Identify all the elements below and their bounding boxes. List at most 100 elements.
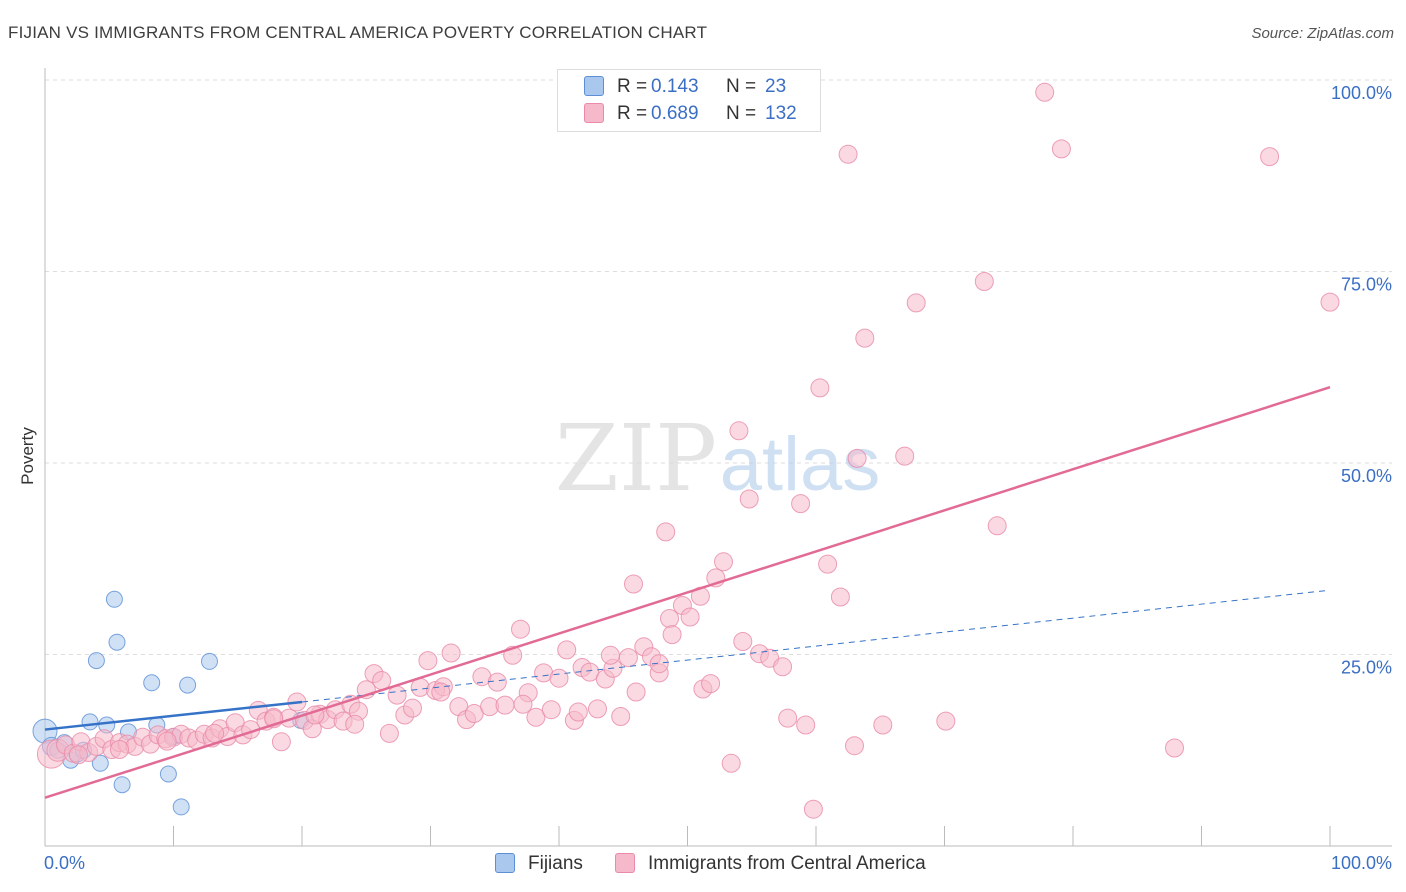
fijian-trend-extension bbox=[301, 589, 1331, 703]
r-value: 0.143 bbox=[651, 76, 699, 97]
central-point-84 bbox=[656, 522, 676, 542]
central-point-80 bbox=[431, 682, 451, 702]
central-point-75 bbox=[618, 648, 638, 668]
central-america-swatch bbox=[584, 103, 604, 123]
y-tick-label-75: 75.0% bbox=[1341, 275, 1392, 295]
central-point-110 bbox=[838, 144, 858, 164]
watermark: ZIP atlas bbox=[555, 405, 880, 512]
central-point-125 bbox=[68, 745, 88, 765]
n-label: N = bbox=[726, 103, 757, 124]
trend-lines bbox=[44, 385, 1331, 799]
r-value: 0.689 bbox=[651, 103, 699, 124]
fijian-trend-line bbox=[44, 700, 303, 731]
central-point-76 bbox=[626, 682, 646, 702]
x-tick-label-0: 0.0% bbox=[44, 853, 85, 873]
legend-row-fijian: R = 0.143 N = 23 bbox=[558, 73, 820, 100]
legend-label: Immigrants from Central America bbox=[648, 853, 926, 874]
central-point-106 bbox=[803, 799, 823, 819]
central-point-44 bbox=[379, 723, 399, 743]
central-point-96 bbox=[721, 753, 741, 773]
fijian-point-12 bbox=[108, 633, 126, 651]
y-tick-label-100: 100.0% bbox=[1331, 83, 1392, 103]
central-point-43 bbox=[372, 671, 392, 690]
central-point-90 bbox=[680, 607, 700, 627]
fijian-point-11 bbox=[105, 590, 123, 608]
central-america-swatch bbox=[615, 853, 635, 873]
n-value: 23 bbox=[765, 76, 787, 97]
central-point-109 bbox=[830, 587, 850, 607]
central-point-99 bbox=[739, 489, 759, 509]
central-point-102 bbox=[773, 657, 793, 677]
central-point-83 bbox=[600, 645, 620, 665]
central-point-85 bbox=[624, 574, 643, 594]
fijian-swatch bbox=[584, 76, 604, 96]
central-point-81 bbox=[513, 694, 533, 714]
central-point-105 bbox=[796, 715, 816, 735]
central-point-95 bbox=[714, 552, 733, 572]
central-point-113 bbox=[855, 328, 875, 348]
legend-label: Fijians bbox=[528, 853, 583, 874]
central-point-123 bbox=[1260, 147, 1280, 167]
central-point-61 bbox=[511, 619, 530, 639]
central-point-108 bbox=[818, 554, 838, 574]
n-value: 132 bbox=[765, 103, 797, 124]
central-point-63 bbox=[526, 707, 546, 727]
fijian-point-9 bbox=[91, 754, 109, 772]
central-point-47 bbox=[403, 698, 422, 718]
central-point-107 bbox=[810, 378, 830, 398]
central-point-128 bbox=[205, 723, 225, 743]
central-point-71 bbox=[588, 699, 607, 719]
central-point-126 bbox=[110, 740, 129, 759]
central-point-97 bbox=[729, 421, 749, 441]
central-point-74 bbox=[611, 707, 631, 726]
central-point-117 bbox=[936, 711, 956, 731]
fijian-point-20 bbox=[179, 676, 197, 694]
central-point-131 bbox=[345, 714, 365, 734]
fijian-point-7 bbox=[81, 713, 99, 731]
central-point-93 bbox=[701, 674, 721, 694]
x-tick-label-100: 100.0% bbox=[1331, 853, 1392, 873]
central-point-49 bbox=[418, 651, 438, 671]
central-point-59 bbox=[495, 695, 515, 715]
correlation-legend: R = 0.143 N = 23 R = 0.689 N = 132 bbox=[557, 69, 821, 132]
fijian-point-13 bbox=[113, 776, 131, 794]
axis-labels: 25.0% 50.0% 75.0% 100.0% 0.0% 100.0% bbox=[44, 83, 1392, 873]
central-point-121 bbox=[1051, 139, 1071, 159]
watermark-zip: ZIP bbox=[555, 405, 717, 512]
source-credit: Source: ZipAtlas.com bbox=[1251, 25, 1394, 42]
r-label: R = bbox=[617, 103, 648, 124]
central-point-67 bbox=[557, 640, 577, 660]
central-point-104 bbox=[791, 494, 811, 514]
central-point-119 bbox=[987, 516, 1007, 536]
central-point-112 bbox=[847, 448, 867, 468]
central-point-30 bbox=[271, 732, 291, 752]
central-point-116 bbox=[906, 293, 926, 313]
fijian-point-17 bbox=[159, 765, 177, 783]
fijian-point-15 bbox=[143, 674, 161, 692]
r-label: R = bbox=[617, 76, 648, 97]
y-tick-label-25: 25.0% bbox=[1341, 658, 1392, 678]
central-point-120 bbox=[1035, 82, 1055, 102]
fijian-point-21 bbox=[201, 652, 218, 670]
central-point-124 bbox=[1320, 292, 1340, 312]
fijian-swatch bbox=[495, 853, 515, 873]
central-point-45 bbox=[387, 685, 407, 705]
fijian-point-19 bbox=[172, 798, 190, 816]
central-point-86 bbox=[649, 654, 669, 674]
y-tick-label-50: 50.0% bbox=[1341, 466, 1392, 486]
central-point-114 bbox=[873, 715, 893, 735]
central-point-103 bbox=[778, 708, 798, 728]
central-point-122 bbox=[1165, 738, 1184, 758]
central-point-127 bbox=[157, 731, 177, 751]
central-point-58 bbox=[487, 672, 507, 692]
central-point-88 bbox=[662, 625, 682, 645]
central-point-98 bbox=[733, 632, 753, 651]
central-point-111 bbox=[845, 736, 864, 756]
gridlines bbox=[45, 79, 1392, 655]
n-label: N = bbox=[726, 76, 757, 97]
central-america-trend-line bbox=[44, 385, 1331, 799]
series-legend: Fijians Immigrants from Central America bbox=[0, 852, 1406, 878]
chart-title: FIJIAN VS IMMIGRANTS FROM CENTRAL AMERIC… bbox=[8, 23, 708, 42]
central-point-65 bbox=[541, 700, 561, 720]
